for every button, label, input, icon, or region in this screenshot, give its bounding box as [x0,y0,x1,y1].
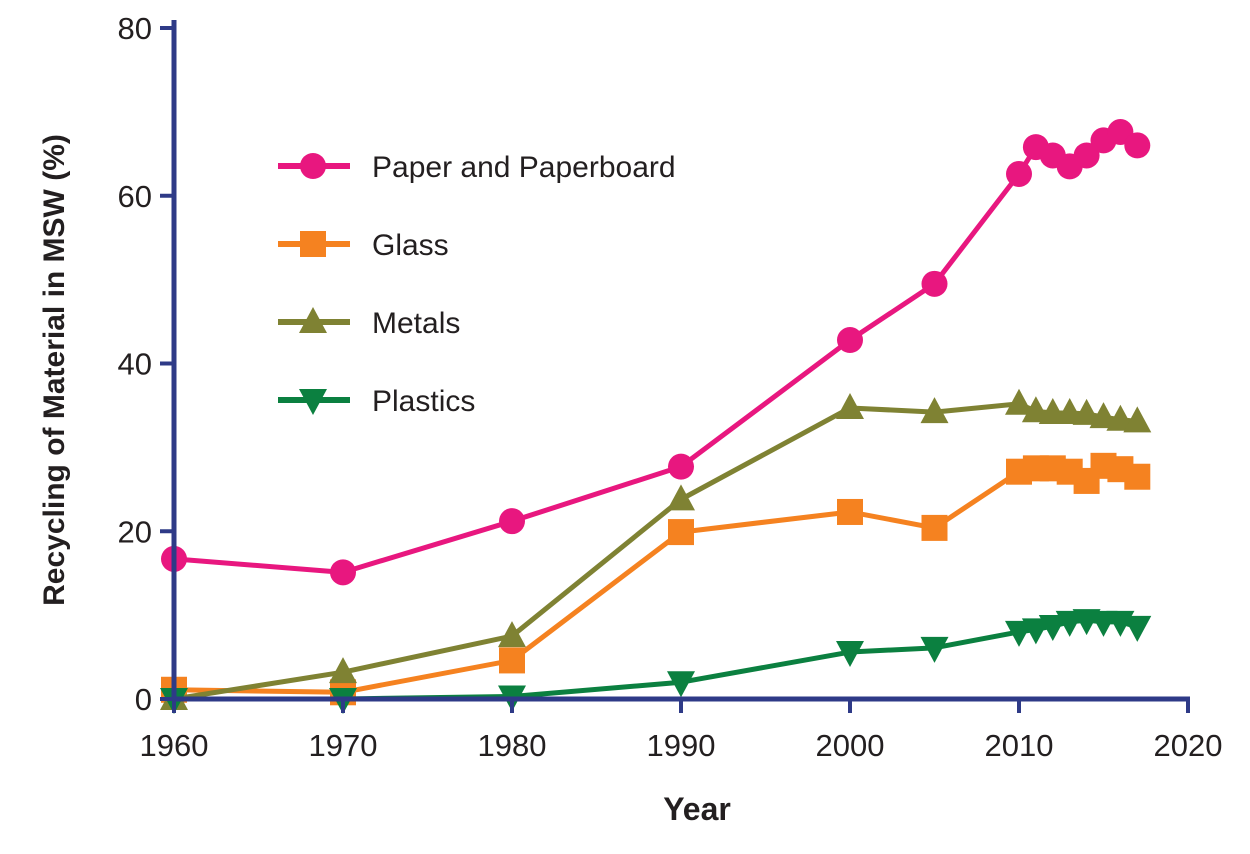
series-line [173,463,1139,695]
legend-item: Paper and Paperboard [278,151,676,184]
x-tick-label: 2000 [816,728,885,763]
data-point [836,392,864,419]
data-point [1021,396,1050,423]
data-point [499,647,525,674]
legend-marker [299,307,327,333]
data-point [1021,618,1050,645]
y-tick-label: 80 [118,11,152,46]
data-point [837,498,863,525]
x-tick-label: 1960 [140,728,209,763]
data-point [921,270,948,297]
data-point [920,636,949,663]
data-point [921,514,948,541]
series-glass [161,452,1151,706]
y-tick-label: 60 [118,179,152,214]
x-tick-label: 1970 [309,728,378,763]
data-point [1072,398,1101,425]
data-point [1123,615,1152,642]
data-point [498,621,526,648]
series-plastics [160,609,1152,714]
legend-marker [300,231,326,257]
legend-item: Plastics [278,385,475,418]
data-point [668,519,694,546]
legend-label: Glass [372,229,449,262]
data-point [1089,402,1118,429]
data-point [1005,620,1033,647]
series-line [174,617,1139,702]
data-point [499,508,525,535]
data-point [668,453,694,480]
series-paper-and-paperboard [161,119,1151,586]
data-point [330,559,356,586]
y-tick-label: 20 [118,514,152,549]
data-point [1124,132,1151,159]
y-tick-label: 40 [118,347,152,382]
y-tick-label: 0 [135,682,152,717]
x-axis-label: Year [663,791,731,827]
legend-item: Glass [278,229,449,262]
data-point [1123,406,1152,433]
data-point [1124,463,1151,490]
x-tick-label: 2010 [985,728,1054,763]
x-tick-label: 1990 [647,728,716,763]
data-point [837,327,863,354]
data-point [667,484,695,511]
x-tick-label: 1980 [478,728,547,763]
data-point [1106,404,1135,431]
legend-label: Paper and Paperboard [372,151,676,184]
legend-item: Metals [278,307,460,340]
data-point [667,671,695,698]
y-axis-label: Recycling of Material in MSW (%) [38,134,71,606]
data-point [1006,160,1032,187]
data-point [1005,388,1033,415]
series-metals [160,388,1152,710]
series-line [173,129,1139,575]
data-point [1073,142,1100,169]
legend-label: Plastics [372,385,475,418]
legend-label: Metals [372,307,460,340]
data-point [329,657,357,684]
legend: Paper and Paperboard Glass Metals Plastics [278,151,676,418]
x-tick-label: 2020 [1154,728,1223,763]
data-point [1038,615,1067,642]
legend-marker [300,153,326,179]
legend-marker [299,389,327,415]
data-point [1055,610,1084,637]
data-point [836,641,864,668]
data-point [920,397,949,424]
